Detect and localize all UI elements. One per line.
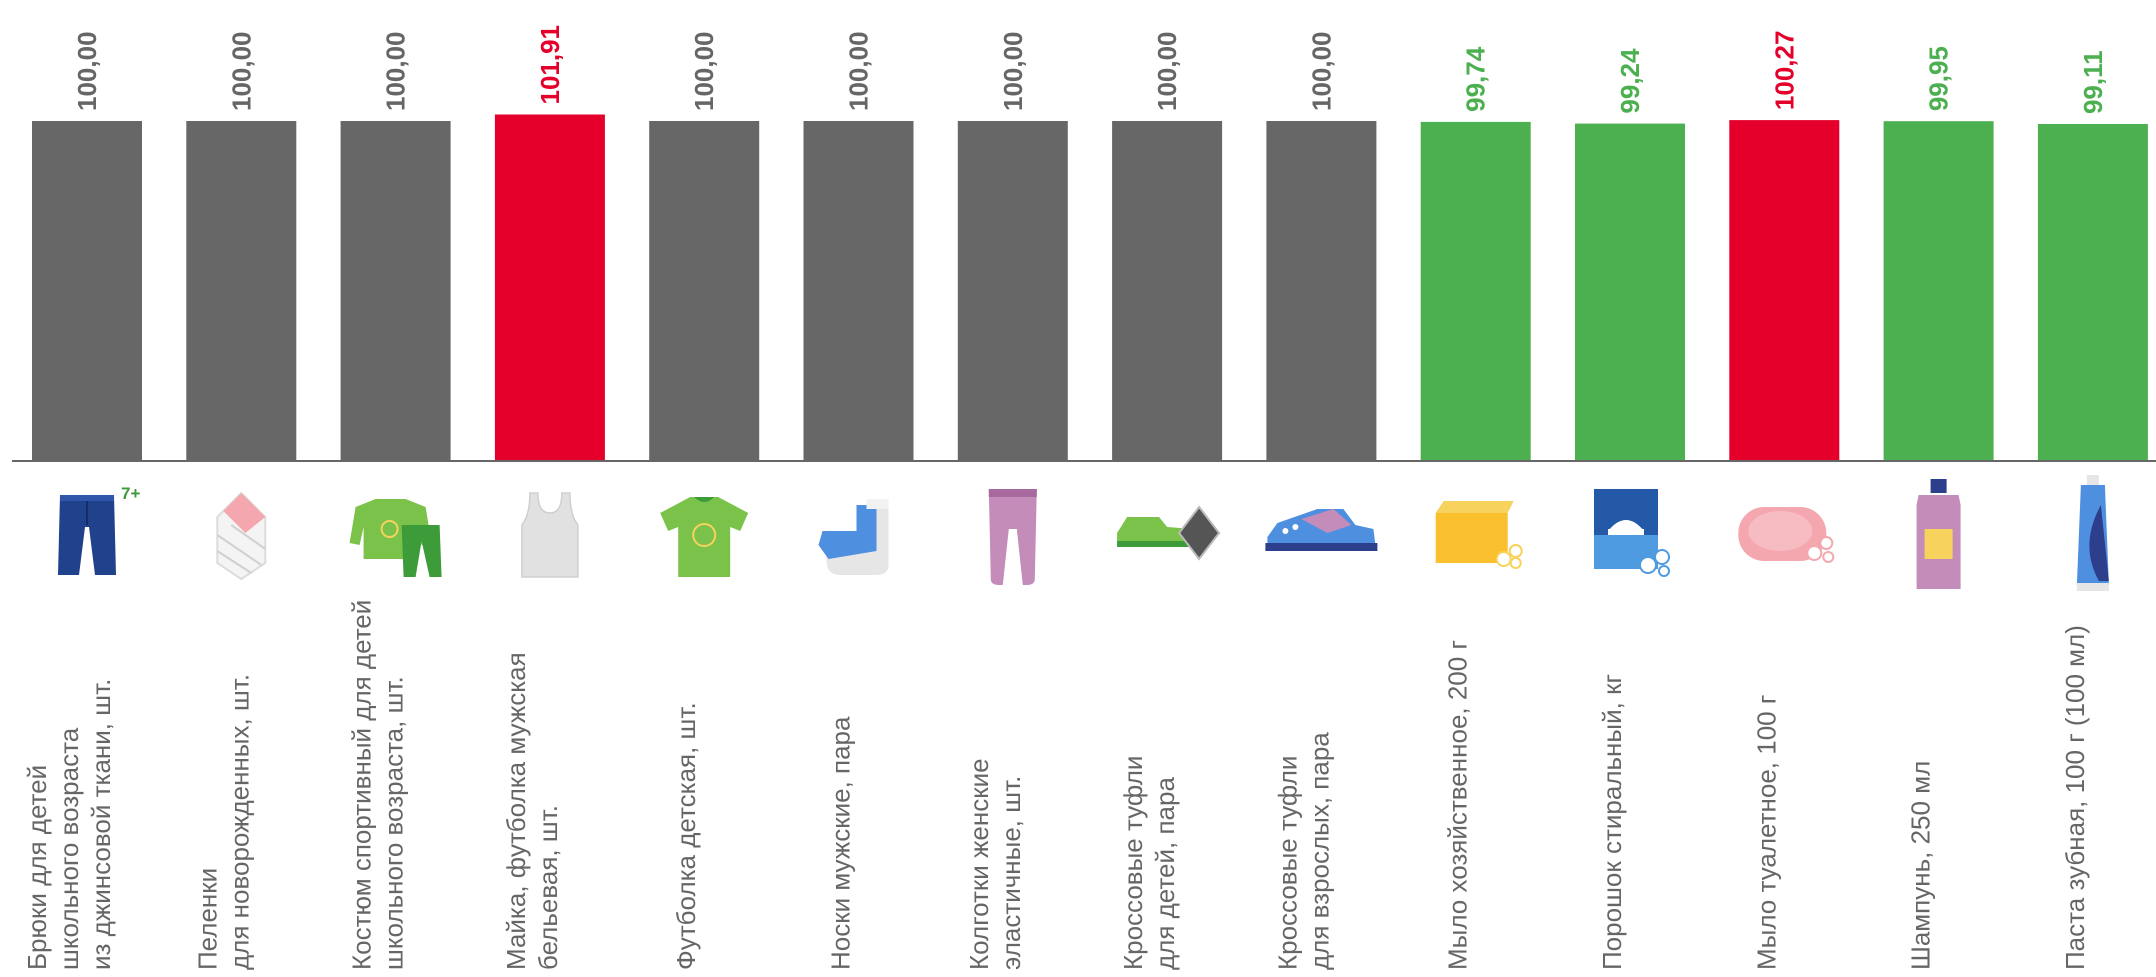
category-label-line: Колготки женские — [964, 758, 994, 970]
category-label-line: школьного возраста — [54, 727, 84, 970]
category-label: Кроссовые туфли для взрослых, пара — [1272, 732, 1334, 970]
tights-icon — [988, 489, 1037, 585]
bar-value-label: 99,74 — [1461, 46, 1491, 112]
category-label-line: Носки мужские, пара — [826, 716, 856, 970]
swaddle-icon — [216, 491, 267, 581]
laundry-soap-icon — [1435, 501, 1523, 569]
category-label-line: для детей, пара — [1150, 777, 1180, 970]
tank-top-icon — [521, 492, 579, 578]
bars-group — [32, 114, 2148, 462]
category-label: Мыло хозяйственное, 200 г — [1443, 640, 1473, 970]
category-label: Шампунь, 250 мл — [1906, 761, 1936, 970]
bar-value-label: 100,00 — [689, 31, 719, 111]
sock-icon — [818, 499, 889, 575]
bar — [1883, 121, 1994, 461]
category-label: Колготки женские эластичные, шт. — [964, 758, 1026, 970]
category-label-line: Мыло туалетное, 100 г — [1751, 695, 1781, 970]
bar — [2037, 124, 2148, 461]
toilet-soap-icon — [1738, 507, 1835, 563]
category-label: Носки мужские, пара — [826, 716, 856, 970]
category-label: Мыло туалетное, 100 г — [1751, 695, 1781, 970]
category-label-line: Майка, футболка мужская — [501, 652, 531, 970]
category-label-line: Брюки для детей — [22, 765, 52, 970]
bar — [1420, 121, 1531, 462]
category-label: Футболка детская, шт. — [671, 702, 701, 970]
bar — [494, 114, 605, 461]
category-label: Брюки для детей школьного возраста из джин… — [22, 679, 116, 970]
bar-value-label: 101,91 — [535, 25, 565, 105]
category-label: Кроссовые туфли для детей, пара — [1118, 756, 1180, 970]
category-label-line: Пеленки — [192, 868, 222, 970]
category-label-line: эластичные, шт. — [996, 776, 1026, 970]
category-label: Паста зубная, 100 г (100 мл) — [2060, 625, 2090, 970]
bar-value-label: 99,95 — [1924, 46, 1954, 111]
category-label-line: Паста зубная, 100 г (100 мл) — [2060, 625, 2090, 970]
bar-value-label: 100,00 — [1306, 31, 1336, 111]
category-label-line: для взрослых, пара — [1304, 732, 1334, 970]
category-label-line: Костюм спортивный для детей — [347, 600, 377, 970]
kids-sneaker-icon — [1117, 505, 1221, 561]
category-label-line: бельевая, шт. — [533, 805, 563, 970]
bar-value-label: 99,24 — [1615, 48, 1645, 114]
tracksuit-icon — [349, 499, 442, 577]
age-badge: 7+ — [121, 484, 140, 503]
category-label-line: Кроссовые туфли — [1118, 756, 1148, 970]
category-label-line: для новорожденных, шт. — [224, 674, 254, 970]
category-label-line: Шампунь, 250 мл — [1906, 761, 1936, 970]
bar-value-label: 100,00 — [381, 31, 411, 111]
bar — [957, 121, 1068, 461]
toothpaste-icon — [2076, 475, 2109, 591]
bar — [32, 121, 142, 461]
bar-value-label: 99,11 — [2078, 50, 2108, 114]
bar-value-label: 100,00 — [226, 31, 256, 111]
category-label-line: Футболка детская, шт. — [671, 702, 701, 970]
bar-value-label: 100,27 — [1769, 31, 1799, 111]
bar — [1266, 121, 1377, 461]
category-label-line: школьного возраста, шт. — [379, 676, 409, 970]
bar-value-label: 100,00 — [844, 31, 874, 111]
bar — [340, 121, 451, 461]
washing-powder-icon — [1594, 489, 1670, 577]
category-label-line: Мыло хозяйственное, 200 г — [1443, 640, 1473, 970]
bar — [1575, 123, 1685, 461]
category-labels-group: Брюки для детей школьного возраста из джин… — [22, 600, 2090, 970]
category-label: Майка, футболка мужская бельевая, шт. — [501, 652, 563, 970]
bar — [803, 121, 914, 461]
bar-value-label: 100,00 — [1152, 31, 1182, 111]
bar-value-label: 100,00 — [998, 31, 1028, 111]
category-label: Порошок стиральный, кг — [1597, 674, 1627, 970]
category-label: Костюм спортивный для детей школьного воз… — [347, 600, 409, 970]
bar — [1729, 120, 1840, 461]
category-label-line: Кроссовые туфли — [1272, 756, 1302, 970]
jeans-icon: 7+ — [58, 484, 140, 575]
bar-value-label: 100,00 — [72, 31, 102, 111]
category-label-line: из джинсовой ткани, шт. — [86, 679, 116, 970]
bar — [649, 121, 760, 461]
category-label-line: Порошок стиральный, кг — [1597, 674, 1627, 970]
bar — [1112, 121, 1223, 461]
category-label: Пеленки для новорожденных, шт. — [192, 674, 254, 970]
icons-group: 7+ — [58, 475, 2109, 591]
adult-sneaker-icon — [1265, 509, 1378, 551]
shampoo-icon — [1916, 479, 1961, 589]
value-labels-group: 100,00 100,00 100,00 101,91 100,00 100,00 100,… — [72, 25, 2108, 114]
bar — [186, 121, 297, 461]
kids-tshirt-icon — [660, 497, 749, 577]
